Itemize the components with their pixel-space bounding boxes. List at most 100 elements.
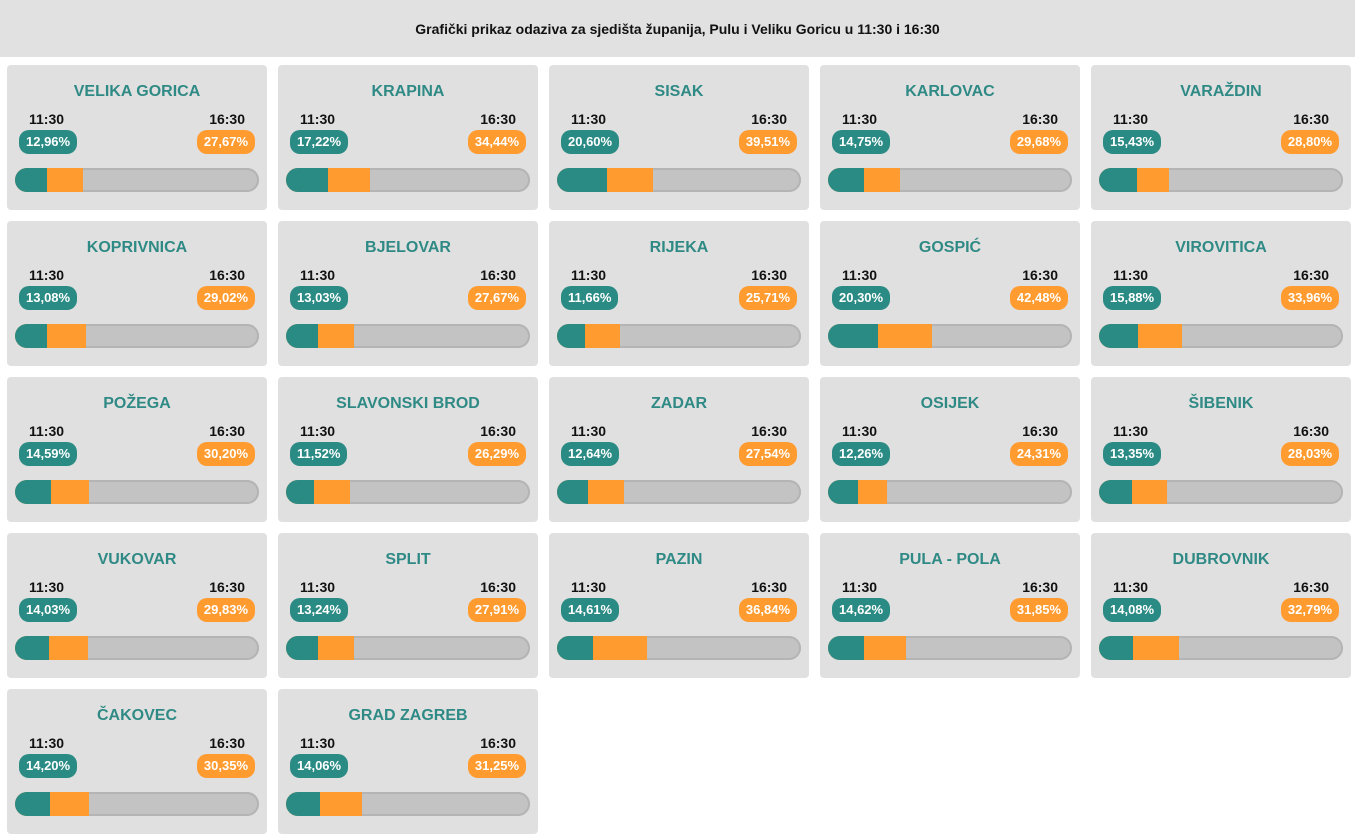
turnout-badge-1630: 42,48% [1009,286,1068,310]
turnout-badge-1630: 27,91% [467,598,526,622]
turnout-bar [15,324,259,348]
city-name: PAZIN [655,551,703,568]
turnout-bar [557,324,801,348]
bar-segment-1130 [557,480,588,504]
city-card: GRAD ZAGREB 11:30 16:30 14,06% 31,25% [278,689,538,834]
turnout-badge-1130: 14,59% [19,442,78,466]
city-card: ŠIBENIK 11:30 16:30 13,35% 28,03% [1091,377,1351,522]
time-label-1130: 11:30 [1113,111,1149,127]
time-label-1130: 11:30 [842,579,878,595]
time-label-1130: 11:30 [300,579,336,595]
city-card: ZADAR 11:30 16:30 12,64% 27,54% [549,377,809,522]
turnout-badge-1630: 34,44% [467,130,526,154]
time-label-1630: 16:30 [1293,111,1329,127]
bar-segment-1130 [286,792,321,816]
bar-segment-1130 [286,324,318,348]
turnout-badge-1630: 39,51% [738,130,797,154]
turnout-badge-1630: 32,79% [1280,598,1339,622]
time-label-1130: 11:30 [842,423,878,439]
turnout-bar [286,792,530,816]
page-header: Grafički prikaz odaziva za sjedišta župa… [0,0,1355,57]
time-label-1630: 16:30 [1022,423,1058,439]
time-label-1130: 11:30 [300,267,336,283]
turnout-bar [828,324,1072,348]
turnout-badge-1630: 28,03% [1280,442,1339,466]
city-card: DUBROVNIK 11:30 16:30 14,08% 32,79% [1091,533,1351,678]
turnout-bar [1099,324,1343,348]
city-card: GOSPIĆ 11:30 16:30 20,30% 42,48% [820,221,1080,366]
turnout-badge-1630: 30,35% [196,754,255,778]
bar-segment-1130 [557,324,586,348]
bar-segment-1130 [1099,168,1137,192]
turnout-bar [286,168,530,192]
city-card: KARLOVAC 11:30 16:30 14,75% 29,68% [820,65,1080,210]
time-label-1130: 11:30 [1113,423,1149,439]
city-name: POŽEGA [103,395,171,412]
turnout-badge-1630: 29,83% [196,598,255,622]
turnout-badge-1130: 13,08% [19,286,78,310]
turnout-badge-1130: 11,52% [290,442,348,466]
city-card: VARAŽDIN 11:30 16:30 15,43% 28,80% [1091,65,1351,210]
city-name: VARAŽDIN [1180,83,1262,100]
city-name: ŠIBENIK [1188,395,1254,412]
turnout-badge-1630: 27,67% [196,130,255,154]
time-label-1130: 11:30 [29,579,65,595]
time-label-1130: 11:30 [1113,579,1149,595]
turnout-badge-1630: 29,68% [1009,130,1068,154]
turnout-badge-1130: 14,62% [832,598,891,622]
city-card: VIROVITICA 11:30 16:30 15,88% 33,96% [1091,221,1351,366]
city-card: SISAK 11:30 16:30 20,60% 39,51% [549,65,809,210]
time-label-1630: 16:30 [480,735,516,751]
city-card: KOPRIVNICA 11:30 16:30 13,08% 29,02% [7,221,267,366]
city-name: KRAPINA [371,83,445,100]
time-label-1130: 11:30 [842,111,878,127]
turnout-badge-1130: 13,35% [1103,442,1162,466]
time-label-1130: 11:30 [571,267,607,283]
time-label-1630: 16:30 [751,423,787,439]
turnout-bar [1099,168,1343,192]
bar-segment-1130 [557,636,593,660]
turnout-badge-1130: 14,20% [19,754,78,778]
time-label-1130: 11:30 [571,579,607,595]
city-name: GRAD ZAGREB [348,707,468,724]
bar-segment-1130 [15,636,50,660]
turnout-badge-1130: 14,75% [832,130,891,154]
turnout-badge-1630: 27,67% [467,286,526,310]
city-card: RIJEKA 11:30 16:30 11,66% 25,71% [549,221,809,366]
city-name: DUBROVNIK [1172,551,1270,568]
turnout-bar [828,480,1072,504]
time-label-1630: 16:30 [209,735,245,751]
time-label-1130: 11:30 [571,423,607,439]
city-name: ZADAR [651,395,707,412]
turnout-badge-1630: 29,02% [196,286,255,310]
time-label-1130: 11:30 [300,735,336,751]
city-card: VELIKA GORICA 11:30 16:30 12,96% 27,67% [7,65,267,210]
city-card: BJELOVAR 11:30 16:30 13,03% 27,67% [278,221,538,366]
bar-segment-1130 [15,792,50,816]
city-name: ČAKOVEC [96,707,177,724]
time-label-1630: 16:30 [480,423,516,439]
city-card: PULA - POLA 11:30 16:30 14,62% 31,85% [820,533,1080,678]
turnout-bar [828,168,1072,192]
time-label-1630: 16:30 [1293,267,1329,283]
time-label-1630: 16:30 [1022,267,1058,283]
turnout-badge-1630: 30,20% [196,442,255,466]
turnout-badge-1130: 17,22% [290,130,349,154]
time-label-1630: 16:30 [480,267,516,283]
city-name: SISAK [654,83,704,100]
bar-segment-1130 [286,636,319,660]
turnout-badge-1630: 28,80% [1280,130,1339,154]
city-name: BJELOVAR [365,239,451,256]
turnout-badge-1630: 36,84% [738,598,797,622]
turnout-badge-1130: 12,96% [19,130,78,154]
city-card: VUKOVAR 11:30 16:30 14,03% 29,83% [7,533,267,678]
turnout-badge-1630: 31,25% [467,754,526,778]
city-card: SPLIT 11:30 16:30 13,24% 27,91% [278,533,538,678]
time-label-1630: 16:30 [209,111,245,127]
city-name: KOPRIVNICA [86,239,188,256]
bar-segment-1130 [828,636,864,660]
city-name: PULA - POLA [899,551,1001,568]
bar-segment-1130 [1099,480,1132,504]
bar-segment-1130 [1099,636,1134,660]
city-card: PAZIN 11:30 16:30 14,61% 36,84% [549,533,809,678]
